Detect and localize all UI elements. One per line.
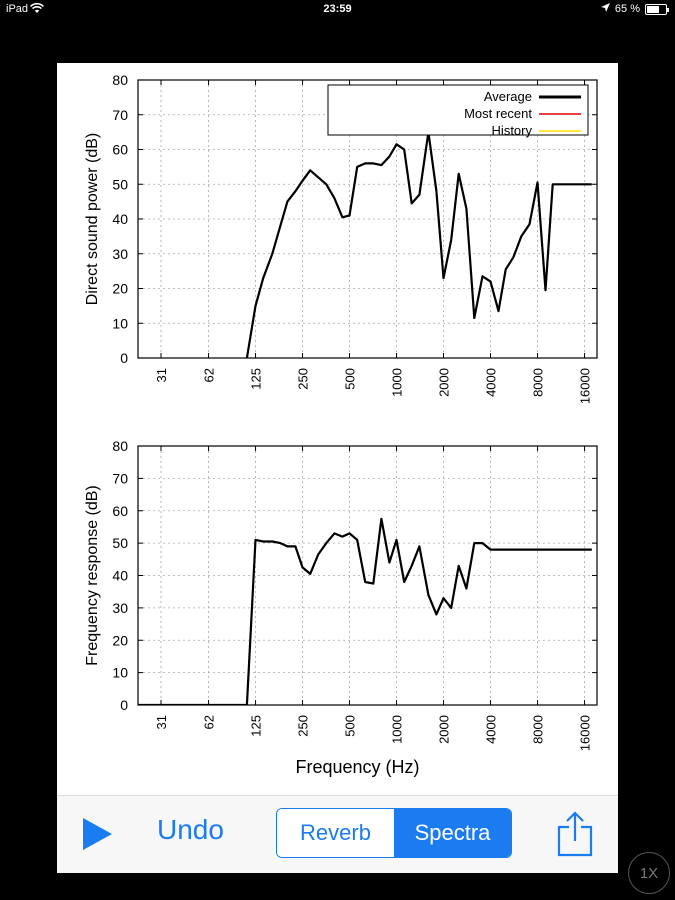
y-tick-label: 0 (120, 697, 128, 713)
bottom-toolbar: Undo Reverb Spectra (57, 795, 618, 873)
chart-2: 0 10 20 30 40 50 60 70 80 31 62 125 250 500 1000 2000 40… (84, 438, 598, 777)
x-tick-label: 2000 (437, 715, 452, 744)
play-button[interactable] (79, 816, 115, 852)
app-panel: 0 10 20 30 40 50 60 70 80 31 62 125 250 500 1000 2000 40… (57, 63, 618, 872)
chart-1: 0 10 20 30 40 50 60 70 80 31 62 125 250 500 1000 2000 40… (84, 72, 598, 404)
y-tick-label: 80 (112, 438, 128, 454)
legend-label: Most recent (464, 106, 532, 121)
plot-frame (137, 79, 598, 359)
y-tick-label: 40 (112, 211, 128, 227)
y-tick-label: 70 (112, 107, 128, 123)
x-tick-label: 125 (249, 715, 264, 737)
y-tick-label: 10 (112, 315, 128, 331)
x-tick-label: 500 (343, 368, 358, 390)
legend-label: History (492, 123, 533, 138)
plot-frame (137, 445, 598, 706)
x-tick-label: 125 (249, 368, 264, 390)
x-tick-label: 1000 (390, 368, 405, 397)
x-tick-label: 500 (343, 715, 358, 737)
y-tick-label: 20 (112, 632, 128, 648)
x-tick-label: 8000 (531, 368, 546, 397)
y-tick-label: 60 (112, 142, 128, 158)
y-axis-label: Direct sound power (dB) (84, 133, 101, 306)
y-tick-label: 40 (112, 568, 128, 584)
zoom-toggle-button[interactable]: 1X (628, 852, 670, 894)
reverb-tab[interactable]: Reverb (277, 809, 394, 857)
x-tick-label: 31 (154, 368, 169, 382)
y-tick-label: 70 (112, 470, 128, 486)
wifi-icon (30, 2, 44, 17)
undo-button[interactable]: Undo (157, 814, 224, 845)
x-tick-label: 4000 (484, 715, 499, 744)
y-tick-label: 80 (112, 72, 128, 88)
y-tick-label: 50 (112, 535, 128, 551)
x-tick-label: 16000 (578, 715, 593, 751)
y-tick-label: 50 (112, 176, 128, 192)
y-tick-label: 0 (120, 350, 128, 366)
y-axis-label: Frequency response (dB) (84, 485, 101, 666)
view-segmented-control: Reverb Spectra (276, 808, 512, 858)
y-tick-label: 30 (112, 600, 128, 616)
x-tick-label: 250 (296, 368, 311, 390)
x-tick-label: 16000 (578, 368, 593, 404)
series-line-average (138, 517, 592, 705)
status-bar: iPad 23:59 65 % (0, 0, 675, 20)
chart-legend: Average Most recent History (327, 84, 589, 138)
y-tick-label: 10 (112, 665, 128, 681)
x-tick-label: 62 (202, 368, 217, 382)
legend-label: Average (484, 89, 532, 104)
status-time: 23:59 (323, 3, 352, 15)
battery-percentage: 65 % (614, 3, 640, 15)
x-tick-label: 1000 (390, 715, 405, 744)
y-tick-label: 30 (112, 246, 128, 262)
x-tick-label: 4000 (484, 368, 499, 397)
y-tick-label: 20 (112, 281, 128, 297)
x-tick-label: 31 (154, 715, 169, 729)
spectra-tab[interactable]: Spectra (394, 809, 511, 857)
x-tick-label: 62 (202, 715, 217, 729)
share-button[interactable] (556, 810, 594, 858)
location-arrow-icon (600, 3, 610, 15)
device-name: iPad (6, 3, 29, 15)
x-tick-label: 2000 (437, 368, 452, 397)
legend-box (327, 84, 589, 136)
x-tick-label: 8000 (531, 715, 546, 744)
share-icon (557, 811, 593, 857)
series-line-average (245, 130, 592, 358)
x-axis-label: Frequency (Hz) (295, 757, 419, 777)
battery-icon (645, 3, 669, 15)
y-tick-label: 60 (112, 503, 128, 519)
play-icon (83, 818, 112, 850)
x-tick-label: 250 (296, 715, 311, 737)
